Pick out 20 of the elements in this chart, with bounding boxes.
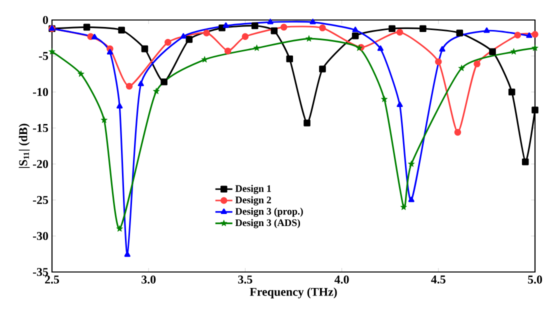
y-axis-title: |S$_{11}$| (dB) (18, 124, 30, 168)
x-tick-label: 4.0 (334, 276, 349, 284)
y-tick-label: -15 (32, 124, 48, 132)
legend-label: Design 3 (ADS) (235, 219, 300, 228)
x-tick-label: 3.5 (238, 276, 252, 284)
x-tick-label: 5.0 (528, 276, 542, 284)
x-tick-label: 2.5 (45, 276, 60, 284)
y-tick-label: -30 (32, 232, 48, 240)
y-tick-label: -20 (32, 160, 48, 168)
y-tick-label: 0 (42, 16, 48, 24)
legend-label: Design 2 (235, 196, 271, 206)
y-tick-label: -10 (32, 88, 48, 96)
y-tick-label: -5 (38, 52, 48, 60)
x-tick-label: 4.5 (431, 276, 446, 284)
x-tick-label: 3.0 (142, 276, 156, 284)
legend-label: Design 1 (235, 184, 271, 194)
y-tick-label: -35 (32, 268, 48, 276)
legend-label: Design 3 (prop.) (235, 208, 303, 217)
x-axis-title: Frequency (THz) (250, 287, 337, 298)
y-tick-label: -25 (32, 196, 48, 204)
